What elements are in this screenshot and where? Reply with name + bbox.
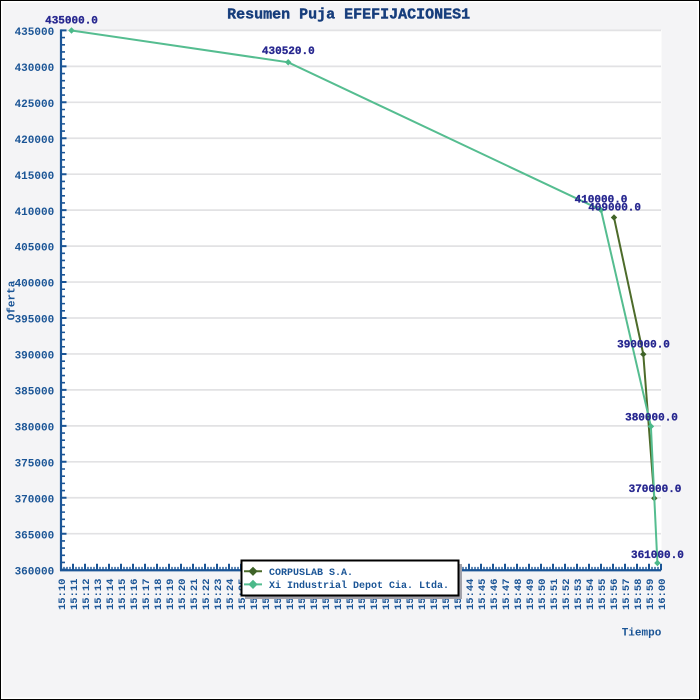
svg-text:15:22: 15:22 (201, 579, 213, 611)
svg-text:405000: 405000 (15, 243, 55, 255)
svg-text:Xi Industrial Depot Cia. Ltda.: Xi Industrial Depot Cia. Ltda. (269, 580, 449, 592)
svg-text:410000: 410000 (15, 207, 55, 219)
svg-text:361000.0: 361000.0 (631, 550, 684, 562)
svg-text:410000.0: 410000.0 (575, 195, 628, 207)
svg-text:15:13: 15:13 (93, 579, 105, 611)
svg-text:CORPUSLAB S.A.: CORPUSLAB S.A. (269, 568, 353, 579)
svg-text:425000: 425000 (15, 99, 55, 111)
svg-text:15:57: 15:57 (621, 579, 633, 611)
svg-text:360000: 360000 (15, 566, 55, 578)
svg-text:15:51: 15:51 (549, 579, 561, 611)
svg-text:420000: 420000 (15, 135, 55, 147)
svg-text:15:46: 15:46 (489, 579, 501, 611)
svg-text:15:12: 15:12 (81, 579, 93, 611)
svg-text:390000: 390000 (15, 351, 55, 363)
svg-text:16:00: 16:00 (657, 579, 669, 611)
svg-text:380000: 380000 (15, 422, 55, 434)
svg-text:15:16: 15:16 (129, 579, 141, 611)
svg-text:15:52: 15:52 (561, 579, 573, 611)
svg-text:430520.0: 430520.0 (262, 46, 315, 58)
svg-text:390000.0: 390000.0 (617, 340, 670, 352)
svg-text:15:11: 15:11 (69, 579, 81, 611)
svg-text:Resumen Puja EFEFIJACIONES1: Resumen Puja EFEFIJACIONES1 (227, 7, 470, 24)
svg-text:15:20: 15:20 (177, 579, 189, 611)
svg-text:15:49: 15:49 (525, 579, 537, 611)
svg-text:395000: 395000 (15, 315, 55, 327)
svg-text:15:17: 15:17 (141, 579, 153, 611)
svg-text:15:24: 15:24 (225, 579, 237, 611)
svg-text:430000: 430000 (15, 63, 55, 75)
svg-text:365000: 365000 (15, 530, 55, 542)
svg-text:Oferta: Oferta (7, 280, 19, 320)
svg-text:15:50: 15:50 (537, 579, 549, 611)
svg-text:435000.0: 435000.0 (45, 16, 98, 28)
svg-text:15:44: 15:44 (465, 579, 477, 611)
svg-text:15:10: 15:10 (57, 579, 69, 611)
svg-text:15:15: 15:15 (117, 579, 129, 611)
svg-text:15:48: 15:48 (513, 579, 525, 611)
svg-text:380000.0: 380000.0 (625, 413, 678, 425)
svg-text:409000.0: 409000.0 (588, 203, 641, 215)
svg-text:375000: 375000 (15, 458, 55, 470)
svg-text:15:58: 15:58 (633, 579, 645, 611)
svg-text:415000: 415000 (15, 171, 55, 183)
svg-text:15:45: 15:45 (477, 579, 489, 611)
svg-text:15:19: 15:19 (165, 579, 177, 611)
svg-text:15:23: 15:23 (213, 579, 225, 611)
svg-text:15:14: 15:14 (105, 579, 117, 611)
svg-text:Tiempo: Tiempo (622, 628, 662, 640)
svg-text:370000.0: 370000.0 (629, 484, 682, 496)
svg-text:370000: 370000 (15, 494, 55, 506)
svg-text:435000: 435000 (15, 27, 55, 39)
svg-text:385000: 385000 (15, 387, 55, 399)
svg-text:15:53: 15:53 (573, 579, 585, 611)
svg-text:15:47: 15:47 (501, 579, 513, 611)
svg-text:15:59: 15:59 (645, 579, 657, 611)
svg-text:15:21: 15:21 (189, 579, 201, 611)
svg-text:400000: 400000 (15, 279, 55, 291)
svg-text:15:54: 15:54 (585, 579, 597, 611)
svg-text:15:56: 15:56 (609, 579, 621, 611)
svg-text:15:18: 15:18 (153, 579, 165, 611)
svg-text:15:55: 15:55 (597, 579, 609, 611)
